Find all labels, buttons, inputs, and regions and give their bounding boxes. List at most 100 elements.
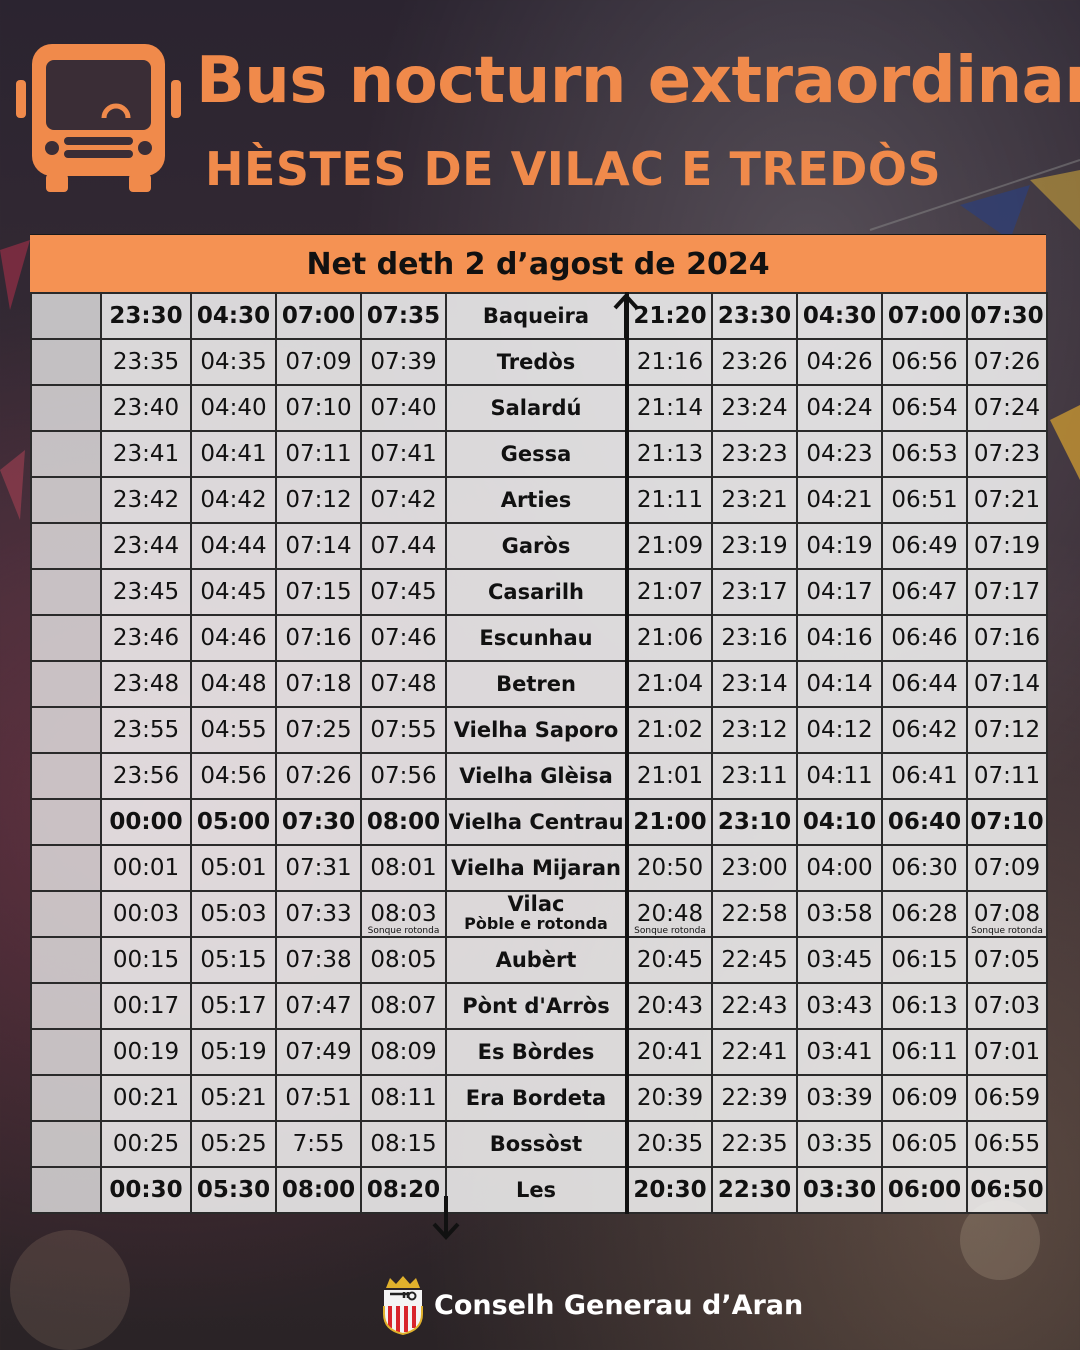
out-time: 00:17 — [112, 993, 180, 1019]
back-time-cell: 03:45 — [796, 936, 883, 984]
out-time-cell: 07:15 — [275, 568, 362, 616]
back-time: 03:30 — [802, 1177, 877, 1203]
timetable-row: 00:01 05:01 07:31 08:01 Vielha Mijaran 20:50 2… — [30, 844, 1048, 892]
empty-cell — [30, 936, 102, 984]
empty-cell — [30, 844, 102, 892]
out-time-cell: 05:21 — [190, 1074, 277, 1122]
timetable-row: 23:45 04:45 07:15 07:45 Casarilh 21:07 23:17 04… — [30, 568, 1048, 616]
stop-name-cell: Era Bordeta — [445, 1074, 629, 1122]
out-time: 07:09 — [285, 349, 352, 375]
out-time: 23:40 — [112, 395, 180, 421]
back-time-cell: 04:12 — [796, 706, 883, 754]
back-time: 07:09 — [973, 855, 1041, 881]
back-time: 04:24 — [806, 395, 873, 421]
empty-cell — [30, 1120, 102, 1168]
timetable-row: 23:41 04:41 07:11 07:41 Gessa 21:13 23:23 04:23… — [30, 430, 1048, 478]
out-time-cell: 00:21 — [100, 1074, 192, 1122]
back-time-cell: 07:14 — [966, 660, 1048, 708]
back-time: 23:24 — [721, 395, 788, 421]
back-time: 06:44 — [891, 671, 958, 697]
out-time-cell: 00:30 — [100, 1166, 192, 1214]
out-time-cell: 23:44 — [100, 522, 192, 570]
back-time: 06:05 — [891, 1131, 958, 1157]
back-time: 03:39 — [806, 1085, 873, 1111]
back-time-cell: 22:39 — [711, 1074, 798, 1122]
out-time-cell: 07:14 — [275, 522, 362, 570]
back-time-cell: 06:41 — [881, 752, 968, 800]
empty-cell — [30, 522, 102, 570]
out-time-cell: 07:38 — [275, 936, 362, 984]
out-time-cell: 08:05 — [360, 936, 447, 984]
stop-name-cell: Betren — [445, 660, 629, 708]
out-time-cell: 07:09 — [275, 338, 362, 386]
out-time: 08:07 — [370, 993, 437, 1019]
back-time-cell: 06:28 — [881, 890, 968, 938]
back-time-cell: 06:59 — [966, 1074, 1048, 1122]
stop-name-cell: Arties — [445, 476, 629, 524]
out-time: 04:56 — [200, 763, 267, 789]
back-time-cell: 04:17 — [796, 568, 883, 616]
back-time: 23:00 — [721, 855, 788, 881]
out-time-cell: 07:39 — [360, 338, 447, 386]
out-time: 23:44 — [112, 533, 180, 559]
back-time: 22:58 — [721, 901, 788, 927]
out-time: 23:41 — [112, 441, 180, 467]
back-time: 07:14 — [973, 671, 1041, 697]
back-time: 06:46 — [891, 625, 958, 651]
stop-name: Es Bòrdes — [477, 1039, 595, 1064]
timetable-row: 23:48 04:48 07:18 07:48 Betren 21:04 23:14 04:1… — [30, 660, 1048, 708]
stop-name: Bossòst — [489, 1131, 583, 1156]
timetable-row: 00:03 05:03 07:33 08:03 Sonque rotonda Vilac P… — [30, 890, 1048, 938]
out-time-cell: 07:10 — [275, 384, 362, 432]
back-time: 07:26 — [973, 349, 1041, 375]
empty-cell — [30, 660, 102, 708]
out-time-cell: 05:03 — [190, 890, 277, 938]
back-time: 07:24 — [973, 395, 1041, 421]
empty-cell — [30, 614, 102, 662]
out-time-cell: 07:18 — [275, 660, 362, 708]
stop-name-cell: Bossòst — [445, 1120, 629, 1168]
out-time-cell: 05:25 — [190, 1120, 277, 1168]
back-time: 21:04 — [636, 671, 704, 697]
out-time: 04:41 — [200, 441, 267, 467]
stop-name: Les — [515, 1177, 557, 1202]
out-time: 04:35 — [200, 349, 267, 375]
stop-name: Betren — [496, 671, 576, 696]
back-time: 07:23 — [973, 441, 1041, 467]
back-time: 06:09 — [891, 1085, 958, 1111]
back-time: 20:43 — [636, 993, 704, 1019]
stop-name-cell: Escunhau — [445, 614, 629, 662]
out-time-cell: 07.44 — [360, 522, 447, 570]
back-time: 07:12 — [973, 717, 1041, 743]
back-time: 20:39 — [636, 1085, 704, 1111]
out-time-cell: 07:12 — [275, 476, 362, 524]
back-time: 21:11 — [636, 487, 704, 513]
back-time-cell: 23:24 — [711, 384, 798, 432]
back-time-cell: 07:05 — [966, 936, 1048, 984]
out-time-cell: 04:44 — [190, 522, 277, 570]
back-time-cell: 06:51 — [881, 476, 968, 524]
out-time: 00:30 — [109, 1177, 183, 1203]
back-time-cell: 23:10 — [711, 798, 798, 846]
out-time-cell: 08:09 — [360, 1028, 447, 1076]
out-time: 04:45 — [200, 579, 267, 605]
out-time: 05:25 — [200, 1131, 267, 1157]
stop-name: Baqueira — [482, 303, 590, 328]
out-time: 07.44 — [370, 533, 437, 559]
back-time: 06:53 — [891, 441, 958, 467]
out-time-cell: 00:17 — [100, 982, 192, 1030]
back-time: 23:23 — [721, 441, 788, 467]
out-time-cell: 23:45 — [100, 568, 192, 616]
back-time-cell: 21:06 — [626, 614, 713, 662]
back-time-cell: 20:45 — [626, 936, 713, 984]
back-time: 04:17 — [806, 579, 873, 605]
empty-cell — [30, 1166, 102, 1214]
stop-name-cell: Vielha Glèisa — [445, 752, 629, 800]
out-time: 07:15 — [285, 579, 352, 605]
back-time: 06:41 — [891, 763, 958, 789]
back-time-cell: 20:50 — [626, 844, 713, 892]
stop-name: Casarilh — [488, 579, 584, 604]
out-time-cell: 08:07 — [360, 982, 447, 1030]
back-time: 21:13 — [636, 441, 704, 467]
